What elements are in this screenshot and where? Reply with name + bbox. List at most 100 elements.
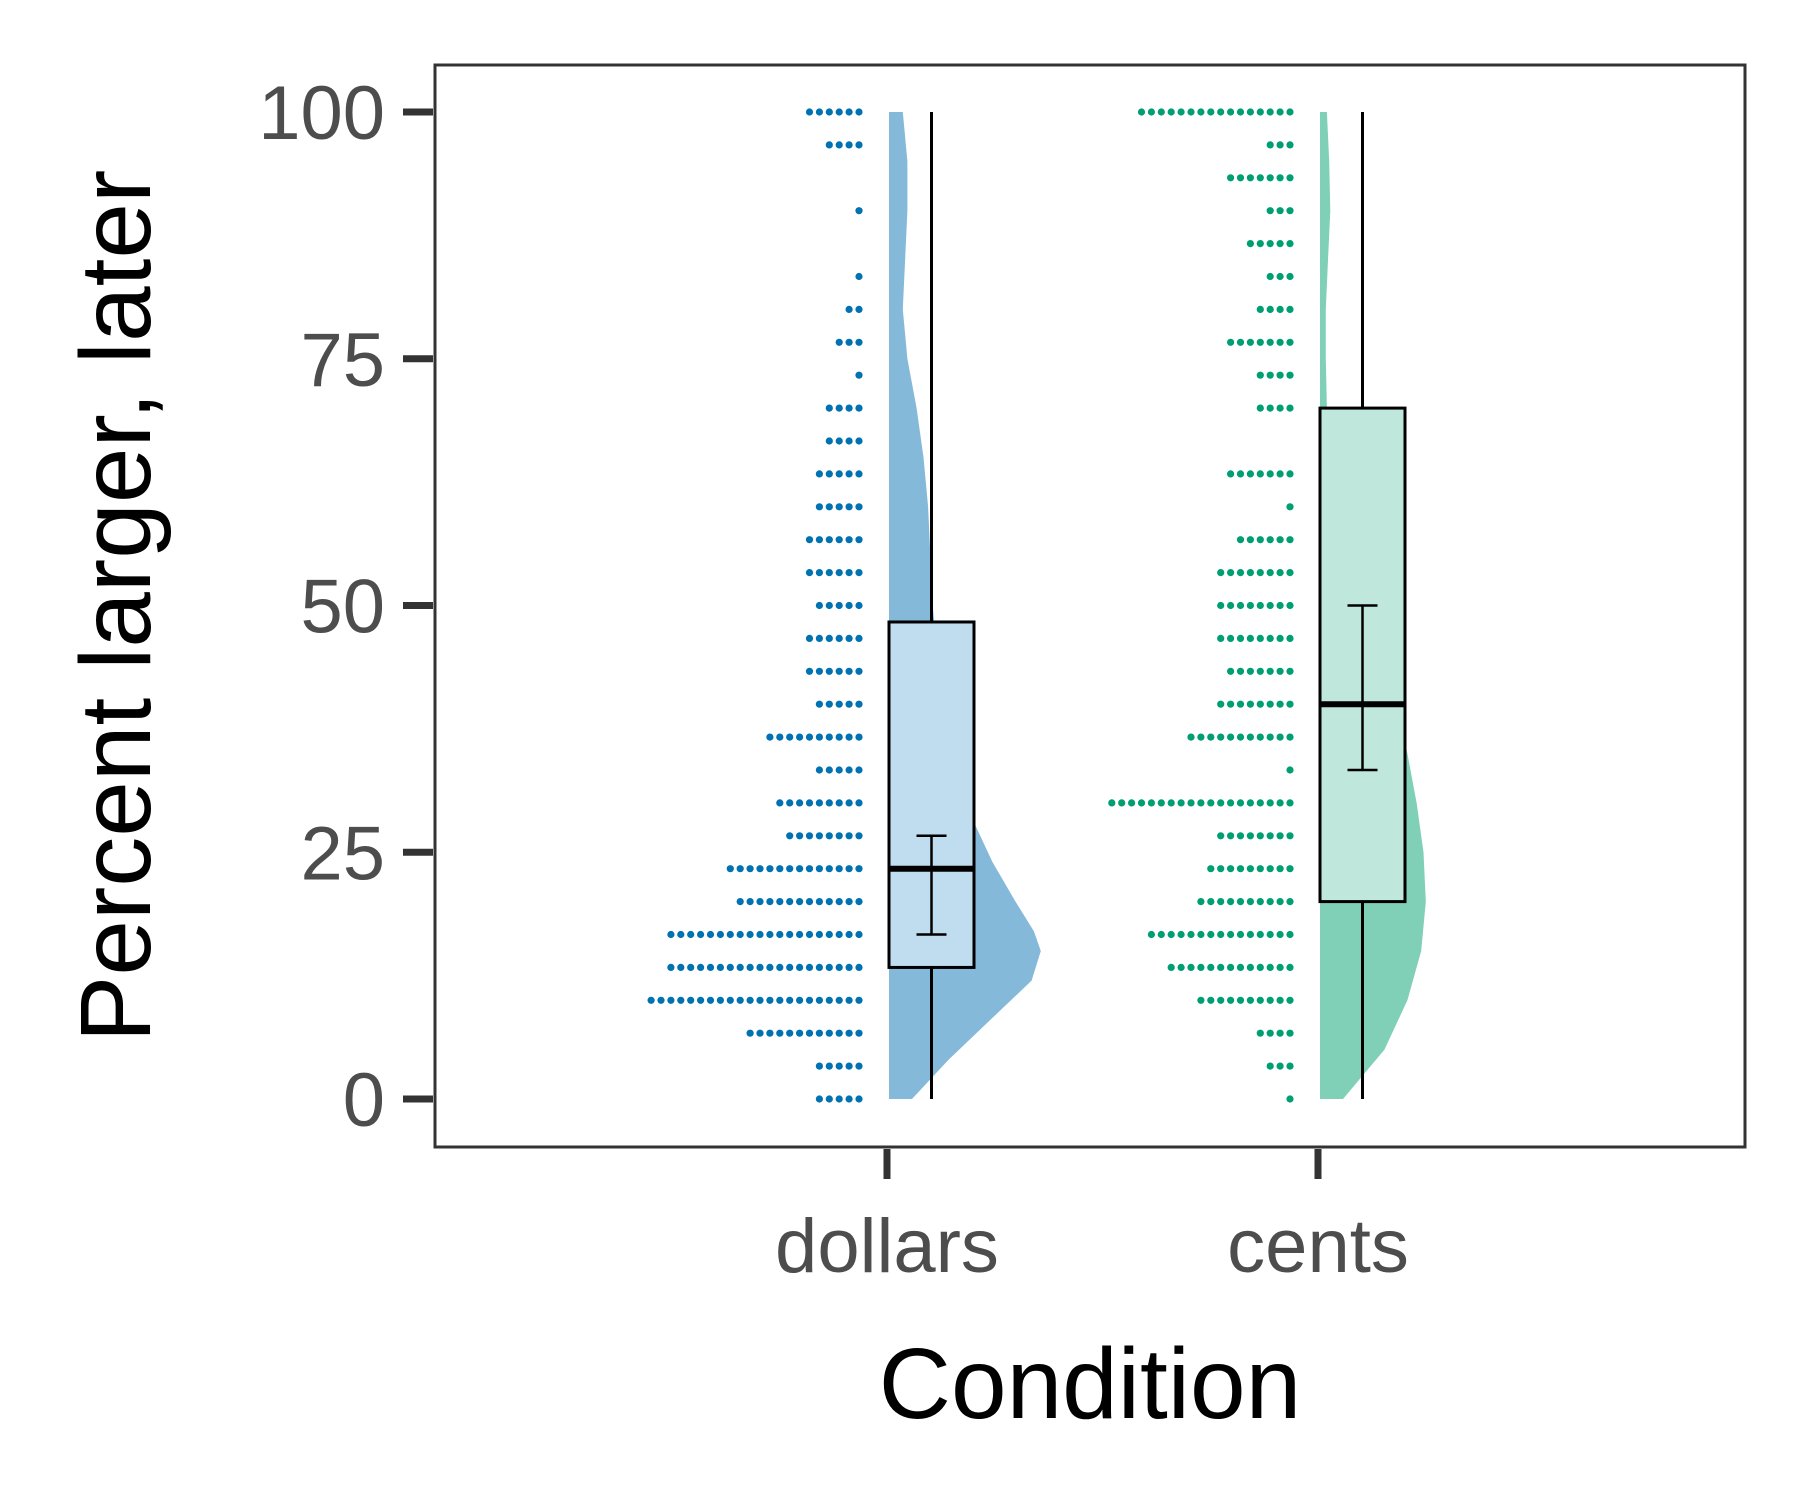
data-dot-cents — [1276, 601, 1284, 610]
data-dot-cents — [1276, 667, 1284, 675]
data-dot-cents — [1286, 240, 1294, 248]
data-dot-cents — [1266, 272, 1274, 281]
data-dot-cents — [1246, 174, 1254, 182]
data-dot-cents — [1227, 667, 1235, 675]
data-dot-dollars — [835, 700, 843, 708]
data-dot-cents — [1286, 865, 1294, 873]
data-dot-cents — [1266, 470, 1274, 478]
data-dot-dollars — [845, 108, 853, 116]
data-dot-cents — [1276, 371, 1284, 379]
data-dot-cents — [1227, 898, 1235, 906]
data-dot-dollars — [855, 272, 863, 281]
data-dot-dollars — [855, 404, 863, 412]
data-dot-cents — [1276, 930, 1284, 939]
data-dot-cents — [1187, 799, 1195, 807]
data-dot-dollars — [855, 963, 863, 972]
data-dot-cents — [1167, 799, 1175, 807]
data-dot-cents — [1286, 536, 1294, 544]
data-dot-dollars — [835, 437, 843, 445]
data-dot-cents — [1286, 733, 1294, 741]
data-dot-dollars — [815, 799, 824, 807]
data-dot-cents — [1246, 865, 1254, 873]
data-dot-cents — [1256, 865, 1264, 873]
data-dot-cents — [1246, 799, 1254, 807]
data-dot-dollars — [796, 832, 804, 840]
data-dot-dollars — [746, 963, 754, 972]
data-dot-dollars — [736, 865, 744, 873]
data-dot-cents — [1266, 371, 1274, 379]
data-dot-dollars — [796, 930, 804, 939]
data-dot-dollars — [756, 996, 764, 1004]
data-dot-dollars — [776, 930, 784, 939]
data-dot-dollars — [815, 1029, 824, 1037]
data-dot-cents — [1286, 371, 1294, 379]
data-dot-dollars — [855, 601, 863, 610]
data-dot-dollars — [825, 799, 833, 807]
data-dot-dollars — [776, 865, 784, 873]
data-dot-dollars — [776, 963, 784, 972]
data-dot-cents — [1276, 832, 1284, 840]
data-dot-dollars — [756, 963, 764, 972]
data-dot-dollars — [835, 338, 843, 346]
data-dot-cents — [1157, 930, 1165, 939]
data-dot-dollars — [835, 108, 843, 116]
data-dot-dollars — [815, 569, 824, 577]
data-dot-dollars — [697, 996, 705, 1004]
data-dot-cents — [1246, 470, 1254, 478]
data-dot-dollars — [825, 1062, 833, 1070]
data-dot-dollars — [835, 634, 843, 643]
data-dot-cents — [1266, 700, 1274, 708]
data-dot-cents — [1147, 799, 1155, 807]
data-dot-cents — [1266, 865, 1274, 873]
data-dot-dollars — [855, 338, 863, 346]
data-dot-cents — [1167, 963, 1175, 972]
data-dot-dollars — [835, 733, 843, 741]
data-dot-cents — [1256, 601, 1264, 610]
data-dot-dollars — [845, 733, 853, 741]
data-dot-dollars — [825, 536, 833, 544]
data-dot-cents — [1276, 272, 1284, 281]
data-dot-cents — [1256, 536, 1264, 544]
data-dot-cents — [1246, 240, 1254, 248]
data-dot-cents — [1197, 108, 1205, 116]
data-dot-cents — [1207, 108, 1215, 116]
data-dot-cents — [1266, 305, 1274, 313]
data-dot-cents — [1276, 799, 1284, 807]
data-dot-cents — [1266, 601, 1274, 610]
data-dot-cents — [1167, 930, 1175, 939]
data-dot-cents — [1256, 174, 1264, 182]
data-dot-dollars — [825, 963, 833, 972]
data-dot-cents — [1266, 930, 1274, 939]
data-dot-dollars — [855, 1062, 863, 1070]
data-dot-cents — [1256, 898, 1264, 906]
data-dot-cents — [1236, 865, 1245, 873]
data-dot-dollars — [835, 470, 843, 478]
data-dot-cents — [1286, 1029, 1294, 1037]
data-dot-cents — [1256, 404, 1264, 412]
data-dot-dollars — [687, 930, 695, 939]
data-dot-cents — [1256, 240, 1264, 248]
data-dot-cents — [1266, 207, 1274, 215]
y-axis-title: Percent larger, later — [60, 170, 172, 1043]
data-dot-dollars — [845, 569, 853, 577]
data-dot-cents — [1286, 766, 1294, 774]
data-dot-cents — [1236, 667, 1245, 675]
data-dot-dollars — [815, 930, 824, 939]
y-tick-label-100: 100 — [258, 71, 385, 156]
data-dot-cents — [1286, 996, 1294, 1004]
data-dot-cents — [1128, 799, 1136, 807]
data-dot-dollars — [835, 930, 843, 939]
data-dot-cents — [1246, 832, 1254, 840]
data-dot-dollars — [855, 1095, 863, 1103]
data-dot-dollars — [825, 733, 833, 741]
data-dot-dollars — [815, 865, 824, 873]
data-dot-cents — [1286, 930, 1294, 939]
data-dot-cents — [1177, 963, 1185, 972]
data-dot-dollars — [835, 569, 843, 577]
data-dot-dollars — [835, 832, 843, 840]
data-dot-cents — [1246, 667, 1254, 675]
data-dot-cents — [1286, 305, 1294, 313]
data-dot-dollars — [845, 536, 853, 544]
data-dot-dollars — [835, 667, 843, 675]
data-dot-cents — [1266, 667, 1274, 675]
